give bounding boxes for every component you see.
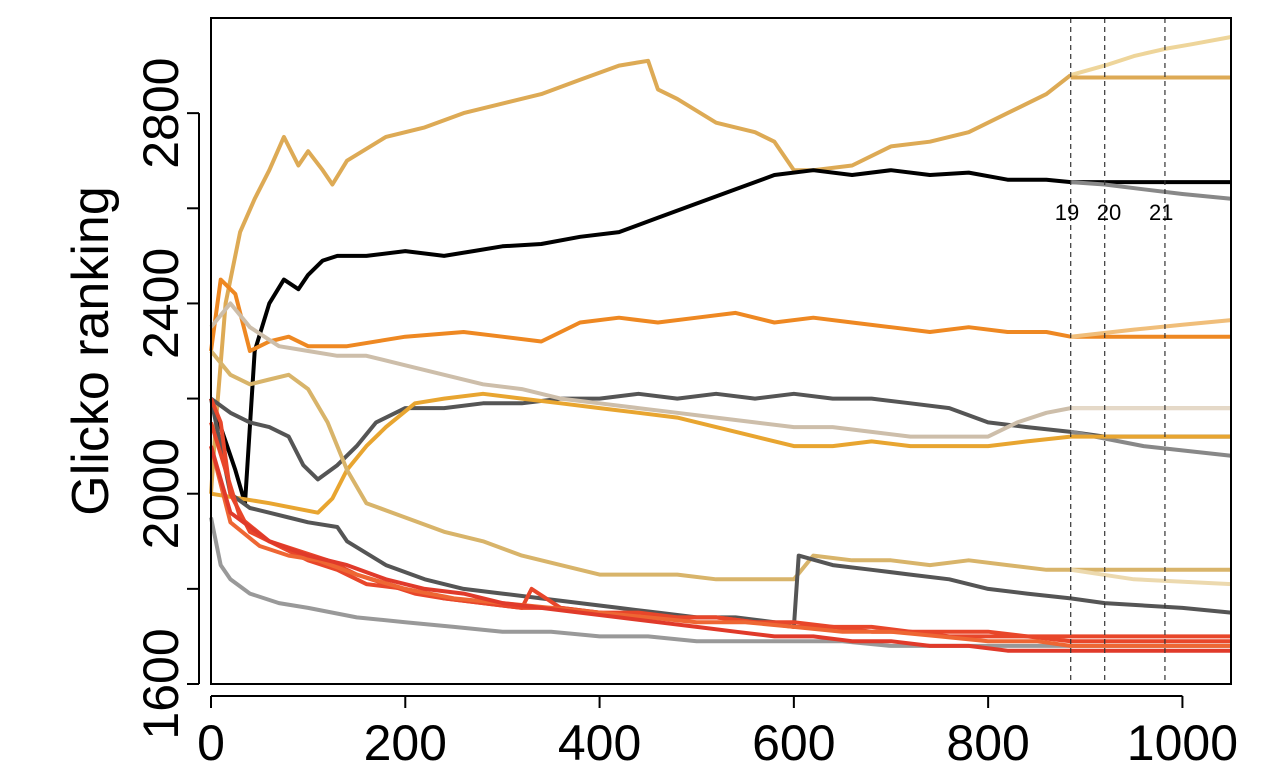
series-line-4 xyxy=(1070,180,1232,201)
series-line-6 xyxy=(1070,318,1232,339)
series-line-19 xyxy=(209,445,1231,653)
x-tick-label-1000: 1000 xyxy=(1127,715,1238,770)
series-line-1 xyxy=(1070,35,1232,78)
series-line-12 xyxy=(209,349,1231,582)
y-tick-label-2800: 2800 xyxy=(133,58,189,169)
y-tick-label-2400: 2400 xyxy=(133,248,189,359)
x-axis: 0 200 400 600 800 1000 xyxy=(197,695,1238,770)
series-line-5 xyxy=(209,277,1231,353)
y-axis: 1600 2000 2400 2800 xyxy=(133,58,200,740)
series-line-11 xyxy=(210,391,1231,515)
series-line-18 xyxy=(209,445,1231,648)
y-tick-label-1600: 1600 xyxy=(133,628,189,739)
x-tick-label-800: 800 xyxy=(946,715,1029,770)
vertical-markers: 19 20 21 xyxy=(1055,18,1173,684)
x-tick-label-400: 400 xyxy=(558,715,641,770)
series-line-13 xyxy=(1070,567,1232,587)
series-line-0 xyxy=(209,58,1072,494)
x-tick-label-0: 0 xyxy=(197,715,225,770)
y-tick-label-2000: 2000 xyxy=(133,438,189,549)
series-line-17 xyxy=(209,421,1231,644)
x-tick-label-600: 600 xyxy=(752,715,835,770)
series-line-9 xyxy=(209,301,1231,439)
y-axis-label: Glicko ranking xyxy=(62,186,120,515)
series-group xyxy=(209,35,1232,653)
plot-frame xyxy=(210,17,1232,685)
marker-label-20: 20 xyxy=(1097,200,1121,225)
series-line-7 xyxy=(209,391,1231,482)
x-tick-label-200: 200 xyxy=(364,715,447,770)
series-line-14 xyxy=(209,398,1232,629)
series-line-3 xyxy=(209,168,1231,506)
marker-label-19: 19 xyxy=(1055,200,1079,225)
marker-label-21: 21 xyxy=(1149,200,1173,225)
